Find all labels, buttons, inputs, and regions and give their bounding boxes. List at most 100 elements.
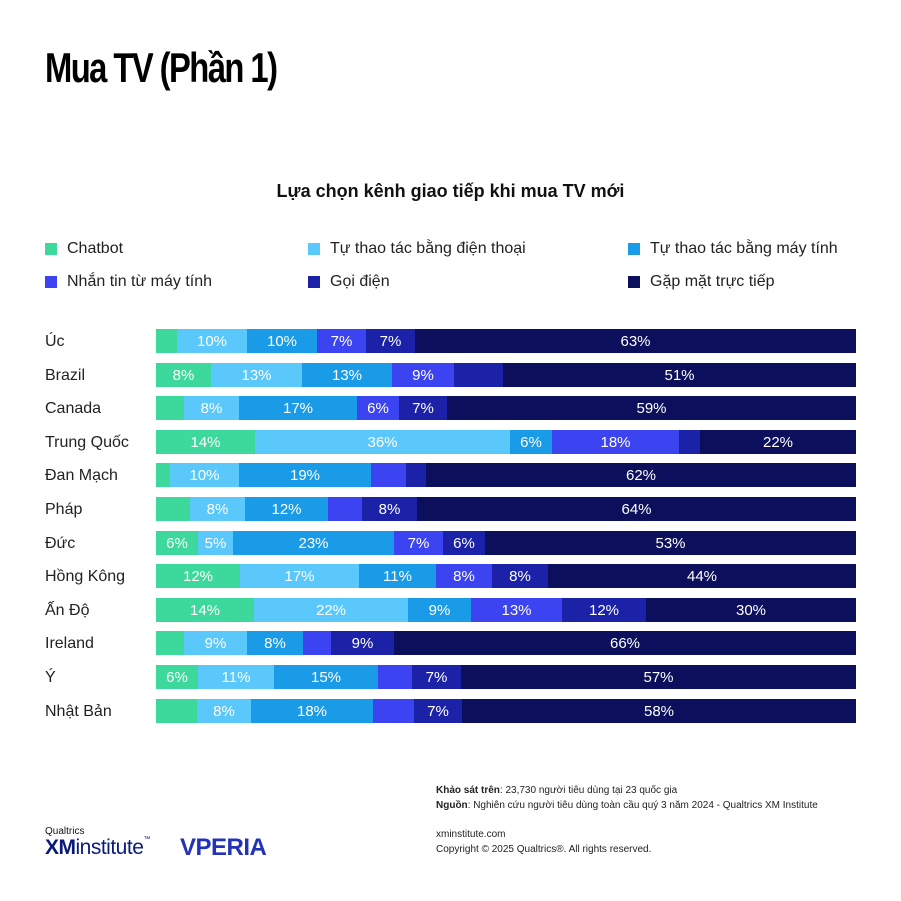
bar-segment: 58% <box>462 699 856 723</box>
bar-row: 9% 8% 9% 66% <box>156 631 856 655</box>
category-label: Canada <box>45 400 102 417</box>
data-label: 8% <box>378 500 401 518</box>
bar-segment: 9% <box>392 363 454 387</box>
data-label: 17% <box>284 567 315 585</box>
data-label: 9% <box>412 366 434 384</box>
xm-institute-logo: XMinstitute™ <box>45 836 150 860</box>
legend-label: Nhắn tin từ máy tính <box>67 273 212 290</box>
bar-segment: 8% <box>190 497 245 521</box>
bar-segment: 5% <box>198 531 233 555</box>
bar-segment <box>156 497 190 521</box>
bar-row: 10% 10% 7% 7% 63% <box>156 329 856 353</box>
bar-segment: 13% <box>211 363 302 387</box>
bar-segment <box>303 631 331 655</box>
vperia-logo: VPERIA <box>180 834 267 861</box>
bar-segment: 22% <box>700 430 856 454</box>
legend-item: Tự thao tác bằng máy tính <box>628 240 838 258</box>
bar-segment <box>156 329 177 353</box>
bar-segment: 6% <box>357 396 399 420</box>
data-label: 8% <box>200 399 223 417</box>
data-label: 18% <box>600 433 631 451</box>
bar-segment: 62% <box>426 463 856 487</box>
legend-item: Gọi điện <box>308 273 390 291</box>
bar-segment: 44% <box>548 564 856 588</box>
data-label: 57% <box>643 668 674 686</box>
category-label: Ấn Độ <box>45 602 90 619</box>
legend-item: Tự thao tác bằng điện thoại <box>308 240 526 258</box>
data-label: 14% <box>190 433 221 451</box>
bar-segment: 15% <box>274 665 378 689</box>
data-label: 10% <box>189 466 220 484</box>
data-label: 6% <box>166 668 188 686</box>
data-label: 66% <box>609 634 641 652</box>
bar-segment: 64% <box>417 497 856 521</box>
bar-segment <box>156 699 197 723</box>
data-label: 7% <box>412 399 434 417</box>
bar-segment: 11% <box>198 665 274 689</box>
bar-row: 12% 17% 11% 8% 8% 44% <box>156 564 856 588</box>
bar-segment <box>156 631 184 655</box>
category-label: Nhật Bản <box>45 703 112 720</box>
data-label: 64% <box>621 500 652 518</box>
data-label: 14% <box>189 601 221 619</box>
data-label: 12% <box>588 601 620 619</box>
bar-segment: 12% <box>245 497 328 521</box>
bar-row: 6% 11% 15% 7% 57% <box>156 665 856 689</box>
bar-segment: 7% <box>317 329 366 353</box>
bar-segment: 63% <box>415 329 856 353</box>
survey-text: : 23,730 người tiêu dùng tại 23 quốc gia <box>499 785 678 796</box>
bar-segment: 9% <box>408 598 471 622</box>
bar-segment: 66% <box>394 631 856 655</box>
bar-segment: 10% <box>170 463 239 487</box>
legend-swatch <box>45 276 57 288</box>
bar-row: 14% 22% 9% 13% 12% 30% <box>156 598 856 622</box>
bar-segment <box>373 699 414 723</box>
data-label: 63% <box>620 332 651 350</box>
data-label: 62% <box>625 466 657 484</box>
bar-segment: 7% <box>366 329 415 353</box>
bar-row: 8% 17% 6% 7% 59% <box>156 396 856 420</box>
bar-segment: 7% <box>399 396 447 420</box>
site-url[interactable]: xminstitute.com <box>436 829 506 840</box>
bar-segment: 7% <box>394 531 443 555</box>
legend-swatch <box>628 276 640 288</box>
category-label: Đan Mạch <box>45 467 118 484</box>
legend-label: Tự thao tác bằng điện thoại <box>330 240 526 257</box>
legend-item: Nhắn tin từ máy tính <box>45 273 212 291</box>
bar-segment <box>371 463 406 487</box>
data-label: 8% <box>509 567 531 585</box>
data-label: 22% <box>315 601 347 619</box>
bar-segment: 17% <box>239 396 357 420</box>
category-label: Ý <box>45 669 56 686</box>
data-label: 8% <box>213 702 235 720</box>
bar-segment: 23% <box>233 531 394 555</box>
bar-segment: 18% <box>552 430 679 454</box>
data-label: 8% <box>264 634 286 652</box>
bar-segment <box>378 665 412 689</box>
data-label: 36% <box>367 433 398 451</box>
bar-segment: 18% <box>251 699 373 723</box>
bar-segment: 14% <box>156 430 255 454</box>
bar-segment <box>406 463 426 487</box>
data-label: 6% <box>520 433 542 451</box>
bar-segment <box>679 430 700 454</box>
data-label: 7% <box>407 534 430 552</box>
data-label: 15% <box>310 668 342 686</box>
data-label: 9% <box>351 634 374 652</box>
bar-segment: 36% <box>255 430 510 454</box>
source-text: : Nghiên cứu người tiêu dùng toàn cầu qu… <box>467 800 818 811</box>
data-label: 6% <box>453 534 475 552</box>
bar-segment: 13% <box>471 598 562 622</box>
page-title: Mua TV (Phần 1) <box>45 44 278 91</box>
legend-swatch <box>308 243 320 255</box>
source-label: Nguồn <box>436 800 468 811</box>
bar-row: 8% 18% 7% 58% <box>156 699 856 723</box>
category-label: Hồng Kông <box>45 568 126 585</box>
data-label: 13% <box>501 601 532 619</box>
category-label: Brazil <box>45 367 86 384</box>
bar-segment: 17% <box>240 564 359 588</box>
bar-segment: 10% <box>177 329 247 353</box>
bar-segment: 12% <box>156 564 240 588</box>
data-label: 10% <box>266 332 298 350</box>
trademark-mark: ™ <box>143 836 150 843</box>
